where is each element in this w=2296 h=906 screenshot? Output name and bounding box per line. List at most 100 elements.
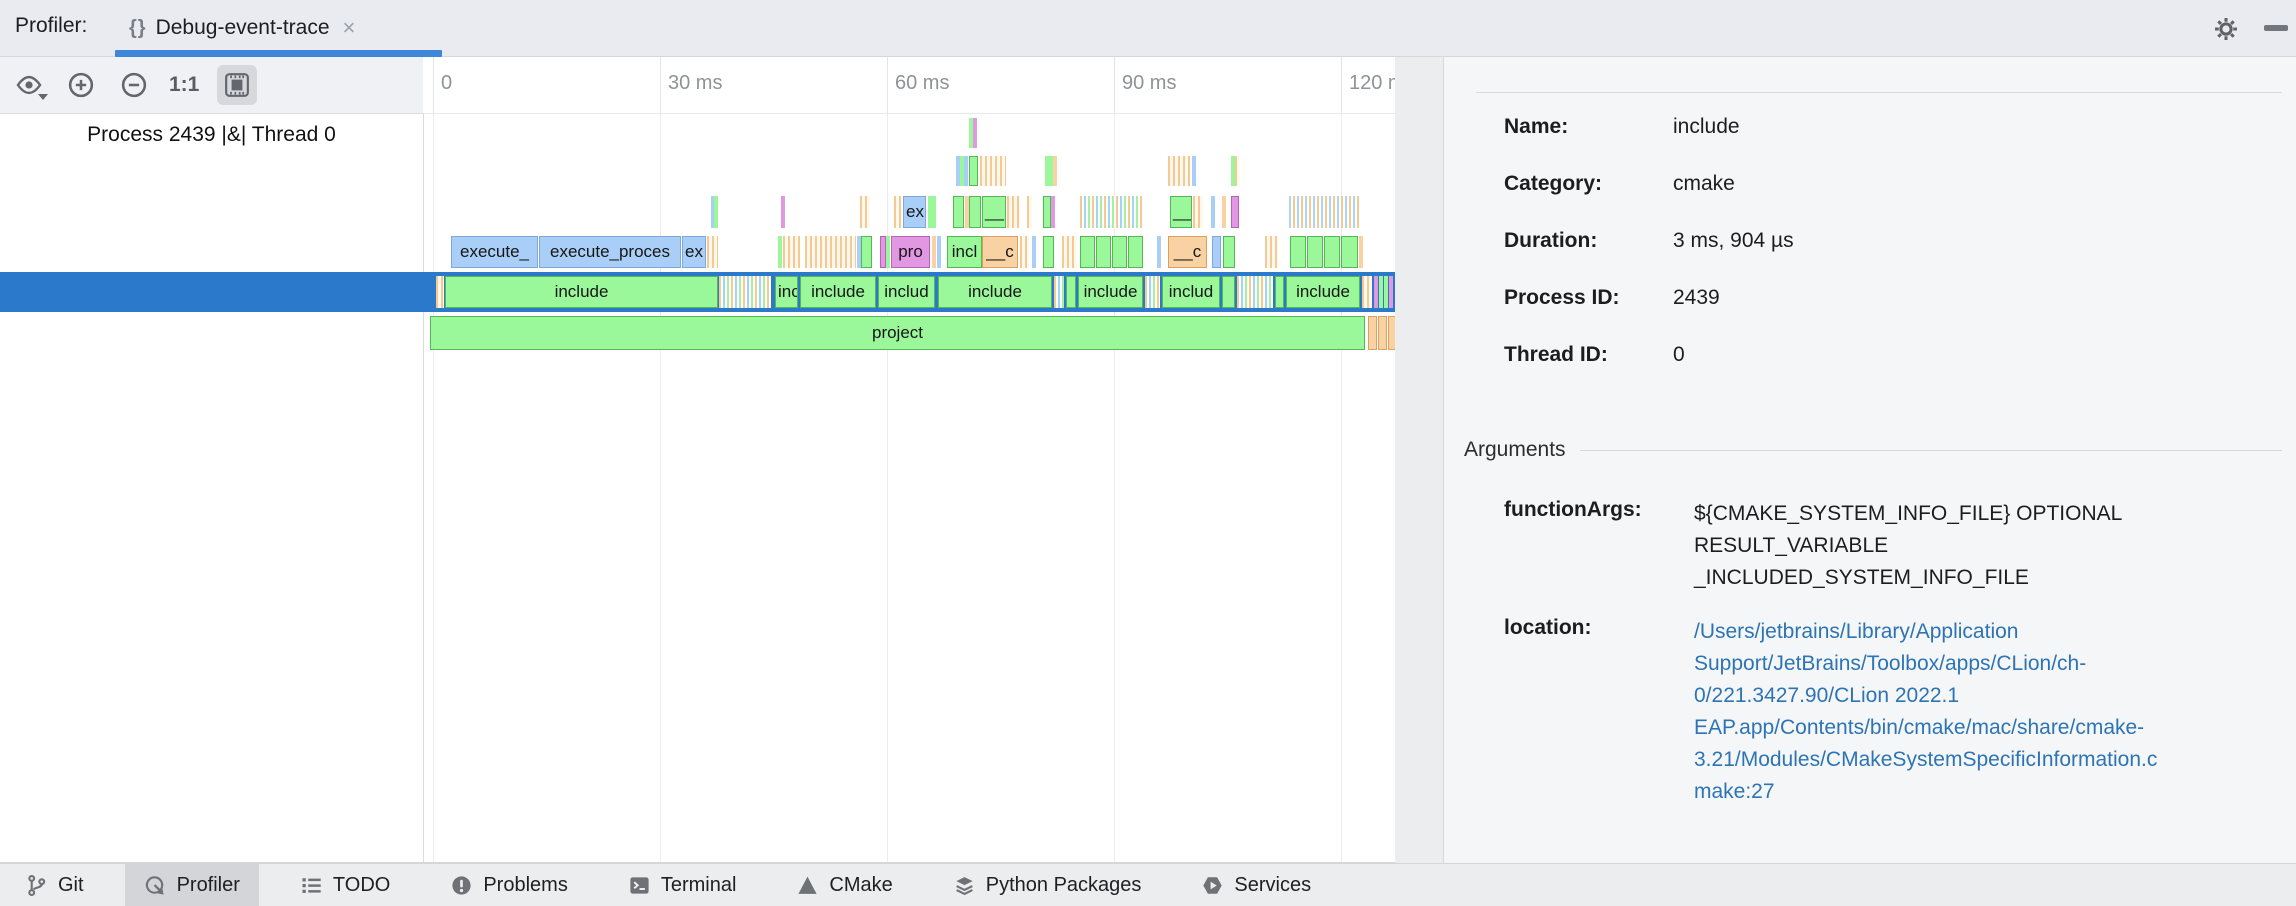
flame-sliver[interactable] xyxy=(1053,156,1057,186)
flame-block-ex[interactable]: ex xyxy=(903,196,926,228)
flame-sliver[interactable] xyxy=(1193,196,1203,228)
flame-sliver[interactable] xyxy=(1168,156,1190,186)
flame-sliver[interactable] xyxy=(1359,236,1363,268)
flame-block-includ[interactable]: includ xyxy=(1162,276,1220,308)
flame-sliver[interactable] xyxy=(805,236,856,268)
flame-sliver[interactable] xyxy=(781,196,785,228)
flame-sliver[interactable] xyxy=(1062,236,1077,268)
flame-sliver[interactable] xyxy=(1374,276,1378,308)
flame-sliver[interactable] xyxy=(969,156,978,186)
flame-sliver[interactable] xyxy=(1265,236,1278,268)
flame-sliver[interactable] xyxy=(1231,156,1235,186)
flame-block-__c[interactable]: __c xyxy=(1168,236,1207,268)
flame-block-ex[interactable]: ex xyxy=(682,236,706,268)
zoom-reset-button[interactable]: 1:1 xyxy=(169,73,200,96)
flame-block-__[interactable]: __ xyxy=(1170,196,1192,228)
flame-sliver[interactable] xyxy=(1066,276,1076,308)
flame-sliver[interactable] xyxy=(1362,276,1372,308)
minimize-icon[interactable] xyxy=(2264,25,2288,31)
flame-sliver[interactable] xyxy=(1211,196,1215,228)
flame-sliver[interactable] xyxy=(886,236,890,268)
flame-sliver[interactable] xyxy=(969,118,973,148)
flame-sliver[interactable] xyxy=(1032,236,1036,268)
flame-sliver[interactable] xyxy=(1290,236,1306,268)
flame-sliver[interactable] xyxy=(1307,236,1323,268)
flame-sliver[interactable] xyxy=(711,196,715,228)
flame-sliver[interactable] xyxy=(714,196,718,228)
flame-sliver[interactable] xyxy=(1289,196,1360,228)
flame-sliver[interactable] xyxy=(932,236,936,268)
flame-sliver[interactable] xyxy=(1222,276,1235,308)
flame-sliver[interactable] xyxy=(861,236,872,268)
flame-block-include[interactable]: include xyxy=(1286,276,1360,308)
flame-sliver[interactable] xyxy=(1112,236,1127,268)
flame-block-include[interactable]: include xyxy=(445,276,718,308)
flame-sliver[interactable] xyxy=(1235,156,1239,186)
flame-sliver[interactable] xyxy=(1020,236,1029,268)
flame-sliver[interactable] xyxy=(1157,236,1161,268)
flame-sliver[interactable] xyxy=(1378,316,1387,350)
toolwindow-todo[interactable]: TODO xyxy=(281,864,409,906)
toolwindow-problems[interactable]: Problems xyxy=(431,864,586,906)
flame-block-includ[interactable]: includ xyxy=(878,276,935,308)
flame-sliver[interactable] xyxy=(880,236,886,268)
toolwindow-cmake[interactable]: CMake xyxy=(777,864,911,906)
frame-view-toggle[interactable] xyxy=(217,65,258,105)
gear-icon[interactable] xyxy=(2212,15,2240,43)
flame-sliver[interactable] xyxy=(1049,156,1053,186)
toolwindow-profiler[interactable]: Profiler xyxy=(124,864,259,906)
flame-sliver[interactable] xyxy=(1384,276,1388,308)
flame-sliver[interactable] xyxy=(707,236,718,268)
flame-sliver[interactable] xyxy=(1222,196,1226,228)
flame-sliver[interactable] xyxy=(932,196,936,228)
flame-sliver[interactable] xyxy=(956,156,960,186)
flame-sliver[interactable] xyxy=(1231,196,1239,228)
flame-sliver[interactable] xyxy=(1051,196,1055,228)
flame-sliver[interactable] xyxy=(969,196,981,228)
flame-sliver[interactable] xyxy=(973,118,977,148)
flame-sliver[interactable] xyxy=(953,196,964,228)
flame-sliver[interactable] xyxy=(857,236,861,268)
flame-block-include[interactable]: include xyxy=(800,276,876,308)
flame-sliver[interactable] xyxy=(1027,196,1032,228)
flame-sliver[interactable] xyxy=(1368,316,1377,350)
flame-sliver[interactable] xyxy=(860,196,870,228)
flame-sliver[interactable] xyxy=(1275,276,1284,308)
flame-sliver[interactable] xyxy=(1096,236,1111,268)
flame-sliver[interactable] xyxy=(783,236,800,268)
flame-block-__c[interactable]: __c xyxy=(982,236,1018,268)
flame-sliver[interactable] xyxy=(1237,276,1273,308)
flame-chart-body[interactable]: Process 2439 |&| Thread 0 ex __ __ execute_… xyxy=(0,114,1395,863)
flame-sliver[interactable] xyxy=(436,276,444,308)
flame-block-incl[interactable]: incl xyxy=(947,236,982,268)
flame-block-execute_proces[interactable]: execute_proces xyxy=(539,236,681,268)
flame-sliver[interactable] xyxy=(1043,196,1051,228)
location-link[interactable]: /Users/jetbrains/Library/Application Sup… xyxy=(1694,620,2158,803)
toolwindow-services[interactable]: Services xyxy=(1182,864,1330,906)
flame-block-__[interactable]: __ xyxy=(982,196,1006,228)
toolwindow-python-packages[interactable]: Python Packages xyxy=(934,864,1161,906)
flame-sliver[interactable] xyxy=(928,196,932,228)
flame-sliver[interactable] xyxy=(1379,276,1383,308)
flame-sliver[interactable] xyxy=(1128,236,1143,268)
close-icon[interactable]: × xyxy=(342,15,356,40)
flame-block-include[interactable]: include xyxy=(1078,276,1143,308)
flame-sliver[interactable] xyxy=(778,236,782,268)
flame-sliver[interactable] xyxy=(1389,276,1393,308)
flame-sliver[interactable] xyxy=(1192,156,1196,186)
flame-sliver[interactable] xyxy=(1043,236,1054,268)
flame-sliver[interactable] xyxy=(1223,236,1235,268)
flame-sliver[interactable] xyxy=(960,156,964,186)
flame-sliver[interactable] xyxy=(937,236,941,268)
flame-sliver[interactable] xyxy=(1341,236,1358,268)
toolwindow-terminal[interactable]: Terminal xyxy=(609,864,756,906)
flame-sliver[interactable] xyxy=(1145,276,1160,308)
flame-sliver[interactable] xyxy=(1007,196,1020,228)
zoom-in-button[interactable] xyxy=(66,70,96,100)
flame-sliver[interactable] xyxy=(719,276,771,308)
flame-sliver[interactable] xyxy=(1080,196,1143,228)
flame-block-pro[interactable]: pro xyxy=(891,236,930,268)
flame-sliver[interactable] xyxy=(980,156,1006,186)
flame-sliver[interactable] xyxy=(965,196,969,228)
flame-sliver[interactable] xyxy=(1045,156,1049,186)
